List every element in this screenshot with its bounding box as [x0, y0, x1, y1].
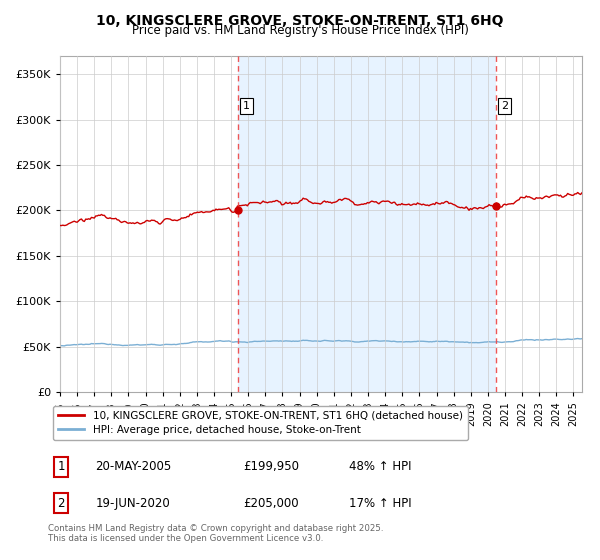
Text: 2: 2 [501, 101, 508, 111]
Text: 19-JUN-2020: 19-JUN-2020 [95, 497, 170, 510]
Text: 1: 1 [243, 101, 250, 111]
Text: £199,950: £199,950 [244, 460, 299, 473]
Text: Price paid vs. HM Land Registry's House Price Index (HPI): Price paid vs. HM Land Registry's House … [131, 24, 469, 37]
Text: 1: 1 [58, 460, 65, 473]
Text: £205,000: £205,000 [244, 497, 299, 510]
Text: 20-MAY-2005: 20-MAY-2005 [95, 460, 172, 473]
Legend: 10, KINGSCLERE GROVE, STOKE-ON-TRENT, ST1 6HQ (detached house), HPI: Average pri: 10, KINGSCLERE GROVE, STOKE-ON-TRENT, ST… [53, 405, 468, 440]
Text: 10, KINGSCLERE GROVE, STOKE-ON-TRENT, ST1 6HQ: 10, KINGSCLERE GROVE, STOKE-ON-TRENT, ST… [96, 14, 504, 28]
Bar [238, 56, 496, 392]
Text: 17% ↑ HPI: 17% ↑ HPI [349, 497, 412, 510]
Text: 2: 2 [58, 497, 65, 510]
Text: 48% ↑ HPI: 48% ↑ HPI [349, 460, 412, 473]
Text: Contains HM Land Registry data © Crown copyright and database right 2025.
This d: Contains HM Land Registry data © Crown c… [48, 524, 383, 543]
